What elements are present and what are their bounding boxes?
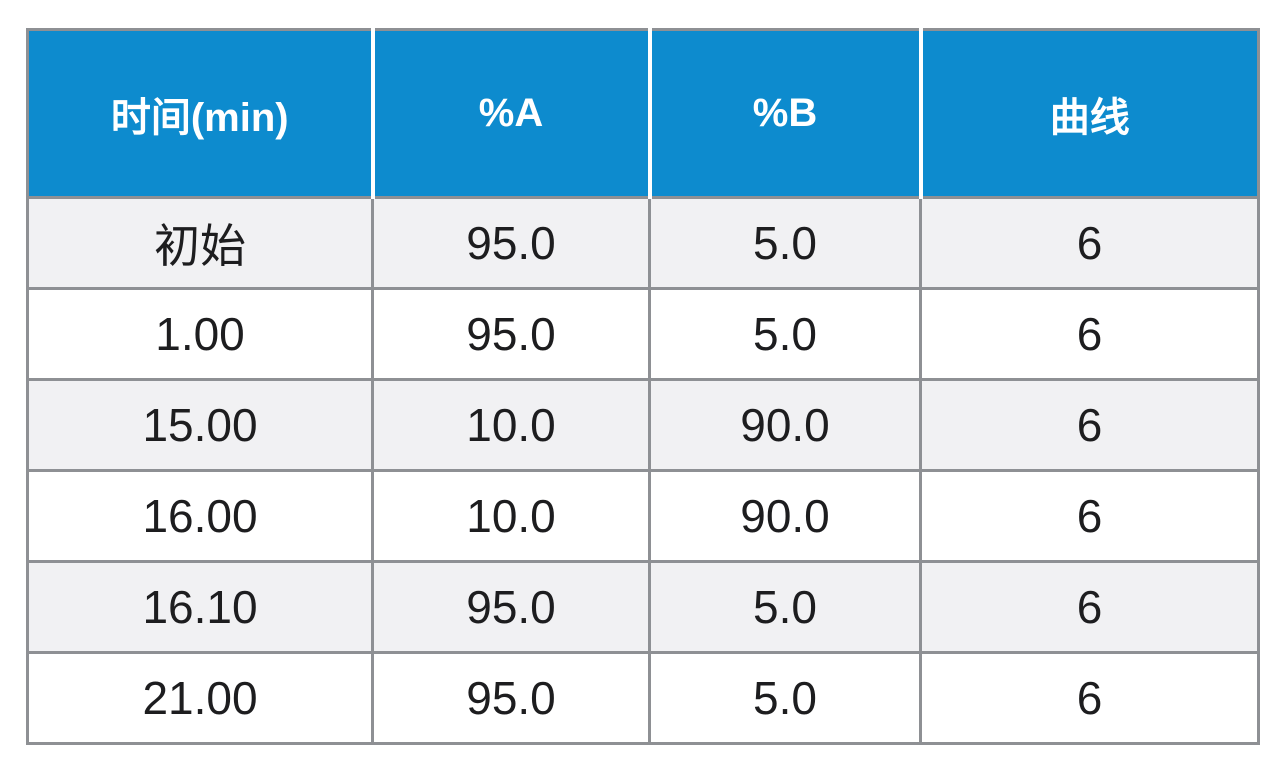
table-cell: 5.0 [649,196,922,289]
table-cell: 6 [920,287,1259,380]
table-cell: 6 [920,378,1259,471]
header-row: 时间(min) %A %B 曲线 [27,29,1259,199]
table-row: 初始 95.0 5.0 6 [27,196,1259,289]
table-cell: 5.0 [649,651,922,744]
table-row: 16.00 10.0 90.0 6 [27,469,1259,562]
table-row: 15.00 10.0 90.0 6 [27,378,1259,471]
column-header: %A [372,29,652,199]
table-cell: 初始 [27,196,374,289]
gradient-table-container: 时间(min) %A %B 曲线 初始 95.0 5.0 6 1.00 95.0 5.0 6 15.0… [26,28,1260,745]
table-cell: 6 [920,560,1259,653]
table-row: 16.10 95.0 5.0 6 [27,560,1259,653]
table-cell: 5.0 [649,287,922,380]
table-cell: 90.0 [649,378,922,471]
table-row: 1.00 95.0 5.0 6 [27,287,1259,380]
table-cell: 6 [920,651,1259,744]
table-row: 21.00 95.0 5.0 6 [27,651,1259,744]
table-cell: 95.0 [372,196,651,289]
table-body: 初始 95.0 5.0 6 1.00 95.0 5.0 6 15.00 10.0 90.0 6 16.0… [27,196,1259,744]
table-cell: 5.0 [649,560,922,653]
table-cell: 6 [920,196,1259,289]
table-cell: 1.00 [27,287,374,380]
table-cell: 10.0 [372,469,651,562]
table-cell: 15.00 [27,378,374,471]
table-cell: 6 [920,469,1259,562]
table-cell: 90.0 [649,469,922,562]
table-cell: 95.0 [372,651,651,744]
table-cell: 16.10 [27,560,374,653]
gradient-table: 时间(min) %A %B 曲线 初始 95.0 5.0 6 1.00 95.0 5.0 6 15.0… [26,28,1260,745]
column-header: %B [649,29,923,199]
table-cell: 16.00 [27,469,374,562]
table-cell: 10.0 [372,378,651,471]
column-header: 曲线 [920,29,1259,199]
table-cell: 95.0 [372,560,651,653]
table-cell: 21.00 [27,651,374,744]
table-cell: 95.0 [372,287,651,380]
column-header: 时间(min) [27,29,375,199]
